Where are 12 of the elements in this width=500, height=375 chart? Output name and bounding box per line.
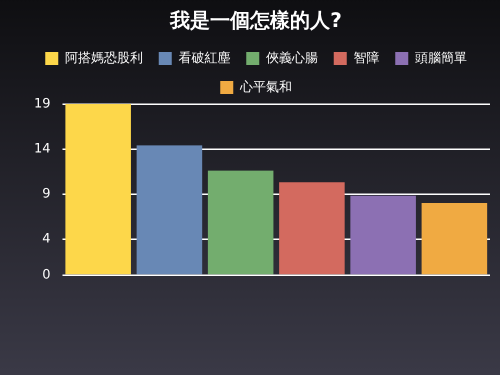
legend-label: 智障 xyxy=(353,50,380,66)
y-tick-label: 4 xyxy=(42,231,51,246)
y-tick-label: 14 xyxy=(34,141,51,156)
legend-label: 看破紅塵 xyxy=(178,50,230,66)
chart-title: 我是一個怎樣的人? xyxy=(169,8,342,32)
y-tick-label: 9 xyxy=(42,186,51,202)
y-tick-label: 19 xyxy=(34,96,51,112)
legend-label: 阿搭媽恐股利 xyxy=(64,50,143,66)
legend-label: 俠義心腸 xyxy=(266,50,318,66)
legend-label: 頭腦簡單 xyxy=(414,50,467,66)
legend-label: 心平氣和 xyxy=(238,78,292,95)
y-tick-label: 0 xyxy=(42,267,51,282)
